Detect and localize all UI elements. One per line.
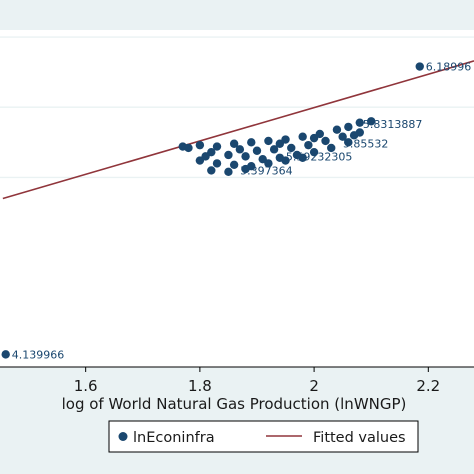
data-point	[241, 164, 250, 174]
data-point	[264, 136, 273, 146]
x-tick-label: 2	[309, 377, 319, 395]
legend: lnEconinfra Fitted values	[108, 420, 419, 453]
data-point	[298, 132, 307, 141]
data-point	[207, 166, 216, 175]
data-point	[298, 153, 307, 162]
data-point	[184, 143, 193, 153]
data-point	[344, 122, 353, 132]
data-point	[349, 131, 359, 140]
data-point-label: 5.8313887	[363, 118, 423, 131]
data-point	[1, 350, 10, 359]
data-point	[332, 125, 342, 134]
data-point	[212, 142, 222, 151]
plot-area	[0, 30, 474, 367]
data-point	[327, 143, 336, 153]
data-point	[269, 145, 279, 154]
data-point	[195, 140, 205, 150]
data-point	[247, 138, 256, 147]
data-point	[344, 138, 353, 147]
x-axis-ticks: 1.6 1.8 2 2.2	[74, 367, 440, 395]
data-point	[235, 145, 245, 154]
legend-box	[108, 420, 419, 453]
data-point	[309, 147, 319, 157]
legend-marker-lneconinfra	[118, 432, 128, 441]
data-point	[229, 160, 239, 169]
x-tick-label: 1.6	[74, 377, 98, 395]
x-tick-label: 1.8	[188, 377, 212, 395]
data-point	[338, 132, 347, 141]
data-point	[229, 139, 239, 148]
data-point	[224, 150, 233, 160]
x-axis-label: log of World Natural Gas Production (lnW…	[62, 395, 407, 413]
data-point	[275, 139, 285, 148]
data-point-label: 5.397364	[240, 164, 293, 177]
x-tick-label: 2.2	[416, 377, 440, 395]
legend-label-fitted-values: Fitted values	[313, 430, 406, 446]
data-point	[309, 133, 319, 143]
legend-label-lneconinfra: lnEconinfra	[133, 430, 215, 446]
data-point-label: 5.85532	[343, 138, 389, 151]
data-point-label: 5.59232305	[286, 150, 352, 163]
data-point	[287, 143, 296, 153]
data-point	[415, 62, 424, 71]
data-point	[201, 152, 210, 161]
data-point	[264, 159, 273, 168]
data-point-label: 6.18996	[426, 61, 472, 74]
gridlines	[0, 36, 474, 179]
scatter-points	[1, 62, 424, 359]
data-point-label: 4.139966	[12, 348, 65, 361]
data-point	[212, 159, 222, 168]
point-labels: 4.139966 6.18996 5.8313887 5.855325.5923230…	[12, 61, 472, 362]
data-point	[355, 118, 364, 127]
data-point	[281, 156, 290, 165]
data-point	[241, 152, 250, 161]
data-point	[224, 167, 233, 177]
fitted-values-line	[2, 60, 474, 200]
data-point	[367, 117, 376, 126]
data-point	[321, 136, 330, 146]
data-point	[304, 140, 313, 150]
data-point	[252, 146, 262, 155]
